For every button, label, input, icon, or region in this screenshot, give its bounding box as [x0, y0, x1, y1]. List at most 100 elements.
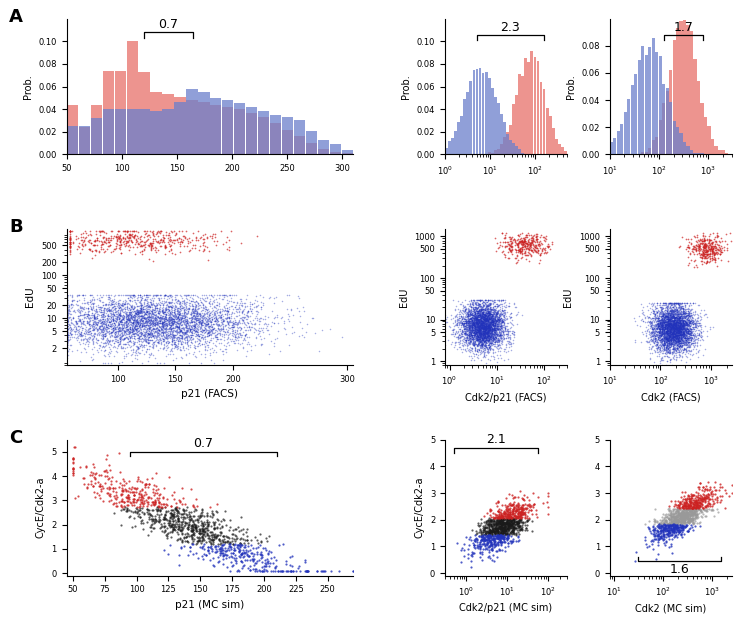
Point [636, 305, 647, 315]
Point [190, 319, 202, 329]
Point [675, 324, 687, 334]
Point [673, 313, 685, 323]
Point [495, 522, 507, 532]
Point [140, 332, 152, 342]
Point [143, 300, 154, 310]
Point [205, 318, 217, 327]
Point [664, 310, 676, 320]
Point [647, 522, 658, 532]
Point [673, 327, 685, 337]
Point [530, 240, 542, 249]
Point [687, 331, 699, 340]
Point [469, 319, 480, 329]
Point [176, 331, 188, 340]
Point [480, 315, 491, 325]
Point [460, 324, 471, 334]
Point [105, 247, 117, 257]
Point [660, 524, 672, 534]
Point [701, 309, 712, 319]
Point [489, 523, 501, 533]
Point [107, 311, 119, 321]
Point [207, 319, 219, 329]
Point [515, 514, 527, 524]
Point [203, 326, 215, 336]
Point [483, 529, 495, 539]
Point [696, 253, 708, 263]
Point [185, 321, 197, 331]
Point [89, 307, 101, 317]
Point [113, 309, 125, 319]
Point [151, 312, 163, 322]
Point [211, 334, 223, 344]
Point [162, 327, 174, 337]
Point [465, 535, 477, 545]
Point [468, 305, 480, 314]
Point [472, 323, 484, 333]
Point [528, 235, 539, 245]
Point [213, 541, 225, 551]
Point [526, 233, 538, 243]
Point [155, 235, 167, 245]
Point [249, 319, 261, 329]
Point [152, 516, 164, 526]
Point [169, 311, 181, 321]
Point [163, 230, 175, 240]
Point [480, 320, 491, 330]
Point [664, 329, 676, 339]
Point [495, 537, 507, 547]
Text: 0.7: 0.7 [158, 18, 179, 31]
Point [64, 327, 75, 337]
Point [161, 305, 173, 314]
Point [653, 335, 665, 345]
Point [496, 517, 508, 527]
Point [503, 337, 514, 347]
Point [520, 517, 531, 527]
Point [448, 321, 460, 331]
Bar [457, 123, 460, 155]
Point [476, 531, 488, 541]
Point [488, 521, 500, 530]
Point [489, 332, 501, 342]
Point [480, 337, 492, 347]
Point [238, 318, 250, 327]
Point [165, 321, 177, 331]
Point [106, 300, 118, 310]
Point [680, 327, 692, 337]
Point [66, 295, 78, 305]
Point [192, 331, 204, 340]
Point [179, 332, 191, 342]
Point [662, 319, 674, 329]
Point [501, 313, 513, 322]
Point [477, 313, 489, 322]
Point [670, 327, 681, 337]
Point [160, 326, 171, 335]
Point [73, 316, 85, 326]
Point [70, 324, 82, 334]
Point [710, 237, 722, 247]
Point [672, 330, 684, 340]
Point [660, 337, 672, 347]
Point [653, 534, 664, 543]
Point [658, 326, 670, 335]
Point [129, 316, 140, 326]
Point [81, 335, 92, 345]
Point [471, 324, 483, 334]
Point [154, 329, 166, 339]
Point [675, 315, 687, 325]
Point [491, 314, 503, 324]
Point [511, 506, 522, 516]
Point [457, 326, 469, 335]
Point [67, 226, 78, 236]
Point [129, 506, 140, 516]
Point [474, 310, 486, 319]
Point [121, 316, 133, 326]
Point [469, 339, 481, 348]
Point [202, 545, 214, 555]
Point [508, 514, 520, 524]
Point [668, 347, 680, 357]
Point [670, 345, 682, 355]
Point [134, 324, 146, 334]
Point [61, 345, 72, 355]
Point [483, 334, 494, 344]
Point [675, 334, 687, 344]
